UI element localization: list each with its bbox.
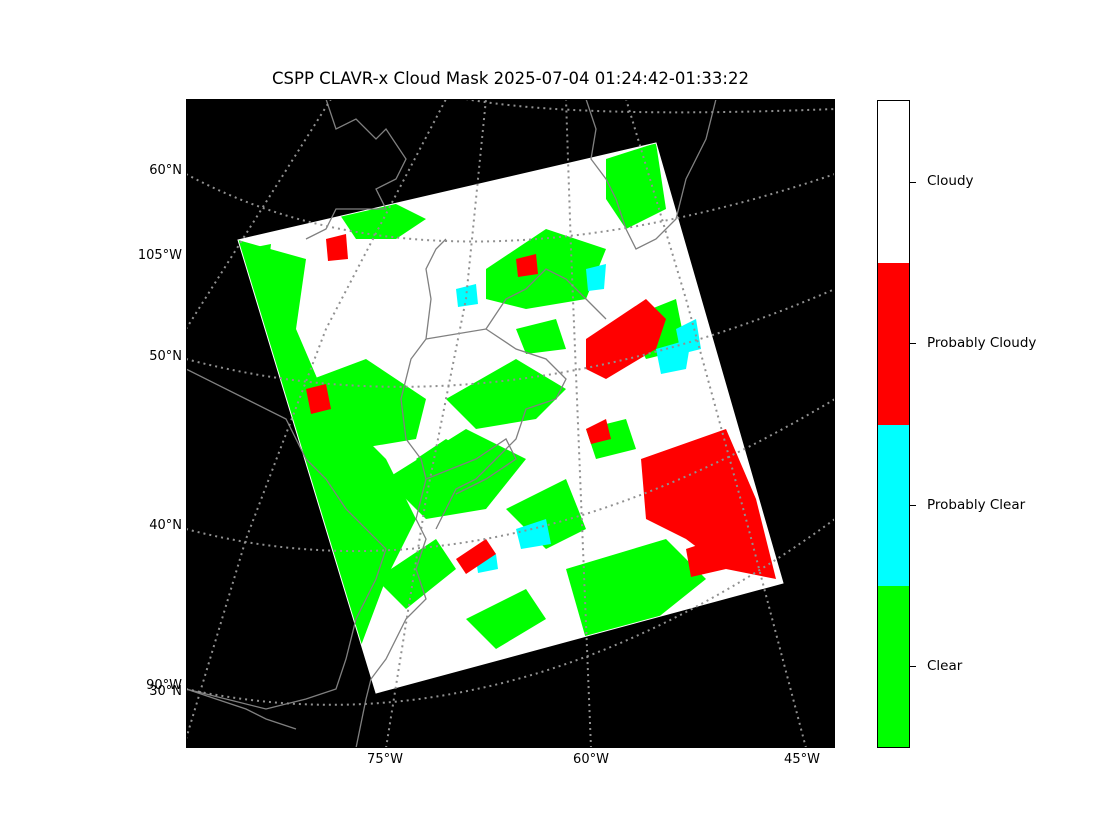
colorbar bbox=[877, 100, 910, 748]
lon-label-45w: 45°W bbox=[784, 752, 820, 767]
colorbar-label-clear: Clear bbox=[927, 658, 963, 674]
colorbar-label-probably-clear: Probably Clear bbox=[927, 497, 1026, 513]
lat-label-50n: 50°N bbox=[149, 349, 182, 364]
lon-label-75w: 75°W bbox=[367, 752, 403, 767]
colorbar-segment-probably-clear bbox=[878, 425, 909, 586]
lon-label-90w: 90°W bbox=[146, 678, 182, 693]
lat-label-60n: 60°N bbox=[149, 163, 182, 178]
colorbar-tick bbox=[910, 666, 916, 667]
colorbar-tick bbox=[910, 182, 916, 183]
colorbar-tick bbox=[910, 343, 916, 344]
colorbar-tick bbox=[910, 505, 916, 506]
coastlines bbox=[186, 99, 717, 748]
map-title: CSPP CLAVR-x Cloud Mask 2025-07-04 01:24… bbox=[272, 69, 749, 88]
colorbar-label-probably-cloudy: Probably Cloudy bbox=[927, 335, 1037, 351]
map-panel bbox=[186, 99, 835, 748]
cloud-mask-map bbox=[186, 99, 835, 748]
graticule bbox=[186, 99, 835, 748]
colorbar-segment-probably-cloudy bbox=[878, 263, 909, 425]
lat-label-40n: 40°N bbox=[149, 518, 182, 533]
probably-cloudy-regions bbox=[306, 234, 776, 579]
lon-label-60w: 60°W bbox=[573, 752, 609, 767]
colorbar-segment-clear bbox=[878, 586, 909, 747]
probably-clear-regions bbox=[456, 264, 731, 573]
colorbar-label-cloudy: Cloudy bbox=[927, 173, 974, 189]
colorbar-segment-cloudy bbox=[878, 101, 909, 263]
lat-label-30n: 30°N bbox=[149, 684, 182, 699]
lon-label-105w: 105°W bbox=[137, 248, 182, 263]
